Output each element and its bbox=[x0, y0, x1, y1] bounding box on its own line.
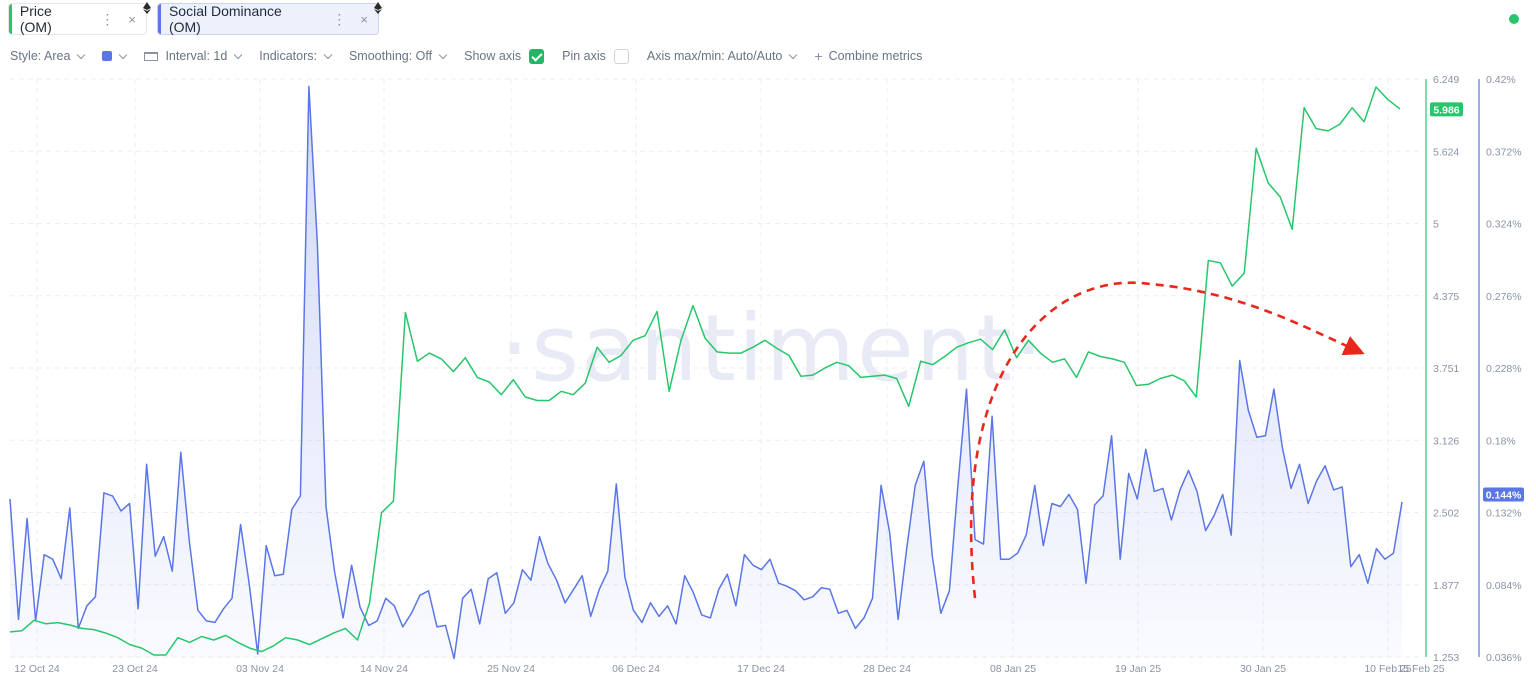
pin-axis-toggle[interactable]: Pin axis bbox=[562, 48, 629, 64]
price-color-bar bbox=[9, 4, 12, 34]
pin-axis-checkbox[interactable] bbox=[613, 48, 629, 64]
price-series bbox=[9, 86, 1401, 656]
x-axis-tick: 14 Nov 24 bbox=[360, 663, 408, 675]
social-last-value-badge bbox=[1483, 487, 1524, 502]
social-axis-tick: 0.228% bbox=[1486, 363, 1522, 375]
tab-price-close-icon[interactable]: × bbox=[128, 11, 136, 27]
axes: 6.249 5.624 5 4.375 3.751 3.126 2.502 1.877 1.25… bbox=[14, 74, 1524, 675]
tab-social-label: Social Dominance (OM) bbox=[168, 3, 282, 35]
status-green-dot-icon bbox=[1509, 14, 1519, 24]
ruler-icon bbox=[144, 51, 159, 61]
combine-metrics-button[interactable]: + Combine metrics bbox=[814, 48, 922, 64]
social-axis-tick: 0.324% bbox=[1486, 219, 1522, 231]
x-axis-tick: 23 Oct 24 bbox=[112, 663, 158, 675]
price-axis-tick: 4.375 bbox=[1433, 291, 1459, 303]
chevron-down-icon bbox=[323, 50, 333, 59]
tab-price[interactable]: Price (OM) ⋮ × bbox=[8, 2, 151, 35]
interval-dropdown[interactable]: Interval: 1d bbox=[144, 49, 243, 63]
chart-canvas[interactable]: 6.249 5.624 5 4.375 3.751 3.126 2.502 1.877 1.25… bbox=[0, 70, 1536, 689]
pin-axis-label: Pin axis bbox=[562, 49, 606, 63]
axis-minmax-label: Axis max/min: Auto/Auto bbox=[646, 49, 783, 63]
x-axis-tick: 25 Nov 24 bbox=[487, 663, 535, 675]
price-last-value-badge bbox=[1430, 102, 1463, 117]
price-axis-tick: 6.249 bbox=[1433, 74, 1459, 86]
show-axis-checkbox[interactable] bbox=[529, 48, 545, 64]
price-axis-tick: 2.502 bbox=[1433, 508, 1459, 520]
smoothing-dropdown[interactable]: Smoothing: Off bbox=[348, 49, 448, 63]
grid-lines bbox=[10, 78, 1424, 658]
smoothing-label: Smoothing: Off bbox=[348, 49, 433, 63]
chevron-down-icon bbox=[234, 50, 243, 59]
social-last-value: 0.144% bbox=[1486, 489, 1522, 501]
price-axis-tick: 1.253 bbox=[1433, 652, 1459, 664]
social-axis-tick: 0.276% bbox=[1486, 291, 1522, 303]
social-axis-tick: 0.132% bbox=[1486, 508, 1522, 520]
social-color-bar bbox=[158, 4, 161, 34]
tab-social-menu-icon[interactable]: ⋮ bbox=[332, 10, 347, 27]
x-axis-tick: 19 Jan 25 bbox=[1115, 663, 1161, 675]
ethereum-icon bbox=[143, 2, 151, 14]
plus-icon: + bbox=[814, 48, 823, 64]
price-line bbox=[9, 86, 1401, 656]
x-axis-tick: 28 Dec 24 bbox=[863, 663, 911, 675]
social-dominance-series bbox=[9, 85, 1403, 660]
combine-metrics-label: Combine metrics bbox=[828, 49, 923, 63]
tab-social-close-icon[interactable]: × bbox=[360, 11, 368, 27]
price-axis-tick: 5.624 bbox=[1433, 146, 1459, 158]
x-axis-tick: 03 Nov 24 bbox=[236, 663, 284, 675]
x-axis-tick: 06 Dec 24 bbox=[612, 663, 660, 675]
chevron-down-icon bbox=[77, 50, 86, 59]
social-axis-tick: 0.084% bbox=[1486, 580, 1522, 592]
price-axis-tick: 1.877 bbox=[1433, 580, 1459, 592]
price-axis-tick: 5 bbox=[1433, 219, 1439, 231]
ethereum-icon bbox=[374, 2, 382, 14]
x-axis-tick: 10 Feb 25 bbox=[1364, 663, 1411, 675]
social-axis-tick: 0.036% bbox=[1486, 652, 1522, 664]
tab-price-label: Price (OM) bbox=[19, 3, 52, 35]
style-label: Style: Area bbox=[10, 49, 71, 63]
x-axis-tick: 17 Dec 24 bbox=[737, 663, 785, 675]
x-axis-tick: 15 Feb 25 bbox=[1397, 663, 1444, 675]
price-last-value: 5.986 bbox=[1433, 104, 1459, 116]
annotation-arrow-path bbox=[969, 281, 1365, 599]
axis-minmax-dropdown[interactable]: Axis max/min: Auto/Auto bbox=[646, 49, 798, 63]
tab-price-menu-icon[interactable]: ⋮ bbox=[100, 10, 115, 27]
price-axis-tick: 3.126 bbox=[1433, 435, 1459, 447]
show-axis-toggle[interactable]: Show axis bbox=[464, 48, 545, 64]
chart-toolbar: Style: Area Interval: 1d Indicators: Smo… bbox=[10, 47, 940, 65]
x-axis-tick: 08 Jan 25 bbox=[990, 663, 1036, 675]
social-axis-tick: 0.18% bbox=[1486, 435, 1516, 447]
indicators-label: Indicators: bbox=[259, 49, 317, 63]
social-axis-tick: 0.372% bbox=[1486, 146, 1522, 158]
chevron-down-icon bbox=[438, 50, 448, 59]
social-dominance-line bbox=[9, 85, 1403, 660]
price-axis-tick: 3.751 bbox=[1433, 363, 1459, 375]
interval-label: Interval: 1d bbox=[165, 49, 228, 63]
style-dropdown[interactable]: Style: Area bbox=[10, 49, 86, 63]
color-dropdown[interactable] bbox=[102, 50, 128, 61]
annotation-arrow bbox=[969, 281, 1365, 599]
tab-social-dominance[interactable]: Social Dominance (OM) ⋮ × bbox=[157, 2, 382, 35]
social-axis-tick: 0.42% bbox=[1486, 74, 1516, 86]
chevron-down-icon bbox=[119, 50, 128, 59]
x-axis-tick: 30 Jan 25 bbox=[1240, 663, 1286, 675]
x-axis-tick: 12 Oct 24 bbox=[14, 663, 60, 675]
chevron-down-icon bbox=[789, 50, 798, 59]
social-dominance-area bbox=[10, 86, 1402, 659]
santiment-watermark: ·santiment· bbox=[500, 295, 1046, 402]
show-axis-label: Show axis bbox=[464, 49, 522, 63]
indicators-dropdown[interactable]: Indicators: bbox=[259, 49, 333, 63]
color-swatch-icon bbox=[102, 51, 113, 61]
